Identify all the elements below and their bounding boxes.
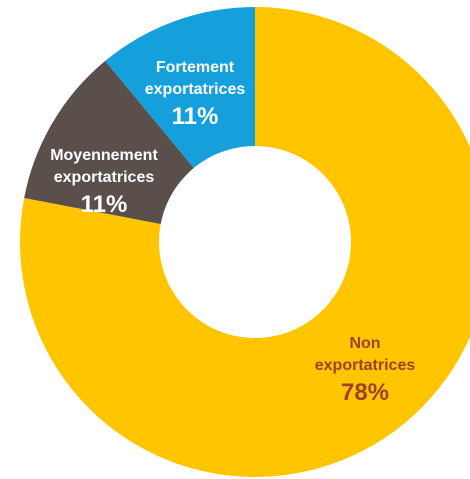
slice-labels: Non exportatrices 78% Moyennement exportatri…	[50, 59, 415, 406]
slice-label-text: exportatrices	[315, 357, 416, 374]
slice-label-text: exportatrices	[145, 81, 246, 98]
slice-value-label: 11%	[81, 191, 128, 218]
slice-label-text: Fortement	[156, 59, 235, 76]
label-non-exportatrices: Non exportatrices 78%	[315, 335, 416, 406]
slice-value-label: 78%	[341, 379, 389, 406]
donut-hole	[159, 146, 351, 338]
label-fortement-exportatrices: Fortement exportatrices 11%	[145, 59, 246, 130]
slice-label-text: Non	[349, 335, 380, 352]
slice-label-text: Moyennement	[50, 147, 158, 164]
label-moyennement-exportatrices: Moyennement exportatrices 11%	[50, 147, 158, 218]
slice-label-text: exportatrices	[54, 169, 155, 186]
slice-value-label: 11%	[172, 103, 219, 130]
